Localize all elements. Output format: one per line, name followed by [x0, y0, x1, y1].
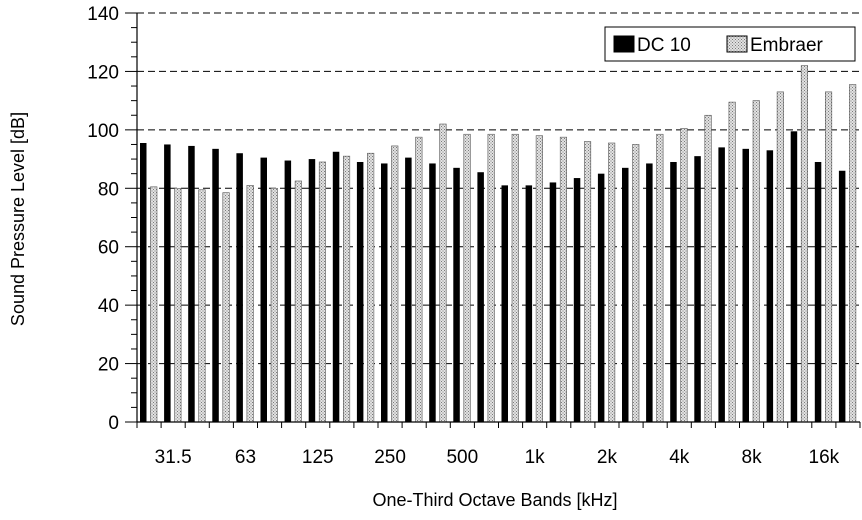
bar-dc10-24 [718, 147, 725, 422]
bar-embraer-26 [776, 91, 784, 423]
bar-embraer-8 [342, 155, 351, 423]
bar-dc10-19 [597, 173, 605, 422]
y-axis-title: Sound Pressure Level [dB] [8, 112, 28, 326]
legend-swatch-dc10 [613, 35, 635, 53]
y-tick-label: 140 [87, 4, 119, 25]
bar-dc10-2 [188, 145, 195, 423]
bar-dc10-13 [453, 167, 460, 422]
bar-embraer-6 [294, 180, 302, 423]
bar-embraer-21 [656, 133, 664, 423]
bar-embraer-7 [318, 161, 327, 423]
bar-dc10-1 [164, 144, 171, 422]
bar-dc10-15 [501, 185, 508, 422]
bar-dc10-10 [381, 163, 388, 423]
y-tick-label: 40 [98, 296, 119, 317]
bar-embraer-16 [535, 135, 543, 423]
bar-dc10-17 [549, 182, 557, 422]
bar-dc10-21 [646, 163, 653, 423]
bar-embraer-22 [680, 128, 688, 423]
bar-embraer-12 [439, 123, 447, 423]
bar-embraer-18 [583, 141, 592, 423]
bar-embraer-0 [150, 186, 158, 423]
bars [140, 65, 857, 423]
x-tick-label: 500 [446, 447, 478, 468]
bar-dc10-7 [308, 159, 316, 423]
bar-embraer-5 [270, 187, 278, 423]
axes [125, 12, 861, 428]
bar-dc10-27 [790, 131, 798, 422]
bar-embraer-27 [800, 65, 809, 423]
bar-embraer-14 [487, 133, 495, 423]
bar-dc10-11 [405, 157, 412, 422]
y-tick-label: 100 [87, 121, 119, 142]
bar-embraer-2 [198, 189, 206, 423]
x-tick-label: 31.5 [155, 447, 192, 468]
y-tick-labels: 0 20 40 60 80 100 120 140 [87, 4, 119, 434]
bar-embraer-17 [559, 136, 568, 423]
bar-dc10-18 [573, 178, 581, 422]
x-tick-label: 4k [669, 447, 690, 468]
bar-dc10-8 [332, 151, 340, 422]
bar-embraer-13 [463, 133, 471, 423]
bar-embraer-15 [511, 133, 519, 423]
y-tick-label: 0 [108, 413, 119, 434]
bar-dc10-12 [429, 163, 436, 423]
y-tick-label: 60 [98, 238, 119, 259]
y-tick-label: 120 [87, 62, 119, 83]
bar-dc10-0 [140, 143, 147, 422]
bar-dc10-9 [356, 161, 364, 422]
bar-dc10-16 [525, 185, 533, 422]
bar-dc10-4 [236, 153, 243, 422]
x-tick-label: 2k [597, 447, 618, 468]
bar-dc10-6 [284, 160, 292, 422]
x-tick-label: 125 [302, 447, 334, 468]
bar-embraer-11 [415, 136, 423, 423]
bar-embraer-10 [391, 145, 399, 423]
bar-embraer-28 [824, 91, 833, 423]
x-tick-label: 8k [742, 447, 763, 468]
x-tick-label: 63 [235, 447, 256, 468]
y-tick-label: 20 [98, 355, 119, 376]
gridlines [137, 12, 860, 365]
legend-label-embraer: Embraer [750, 35, 824, 56]
bar-embraer-24 [728, 101, 736, 423]
legend-swatch-embraer [726, 35, 748, 53]
x-tick-label: 250 [374, 447, 406, 468]
bar-embraer-4 [246, 185, 254, 423]
bar-dc10-23 [694, 156, 701, 422]
bar-embraer-23 [704, 114, 712, 423]
bar-embraer-19 [608, 142, 616, 423]
bar-dc10-25 [742, 148, 749, 422]
bar-dc10-28 [814, 161, 822, 422]
x-axis-title: One-Third Octave Bands [kHz] [372, 490, 617, 510]
bar-embraer-25 [752, 100, 760, 423]
bar-dc10-14 [477, 172, 484, 422]
bar-embraer-29 [849, 84, 857, 423]
y-tick-label: 80 [98, 179, 119, 200]
x-tick-labels: 31.5 63 125 250 500 1k 2k 4k 8k 16k [155, 447, 840, 468]
bar-dc10-5 [260, 157, 267, 422]
x-tick-label: 1k [525, 447, 546, 468]
bar-embraer-20 [632, 144, 640, 423]
legend-label-dc10: DC 10 [637, 35, 691, 56]
bar-dc10-3 [212, 148, 219, 422]
bar-dc10-26 [766, 150, 774, 423]
legend: DC 10 Embraer [604, 26, 856, 62]
bar-dc10-22 [670, 161, 677, 422]
bar-dc10-20 [622, 167, 629, 422]
bar-embraer-3 [222, 192, 230, 423]
x-tick-label: 16k [809, 447, 840, 468]
bar-dc10-29 [838, 170, 846, 422]
bar-embraer-1 [174, 187, 182, 423]
bar-embraer-9 [367, 152, 375, 423]
